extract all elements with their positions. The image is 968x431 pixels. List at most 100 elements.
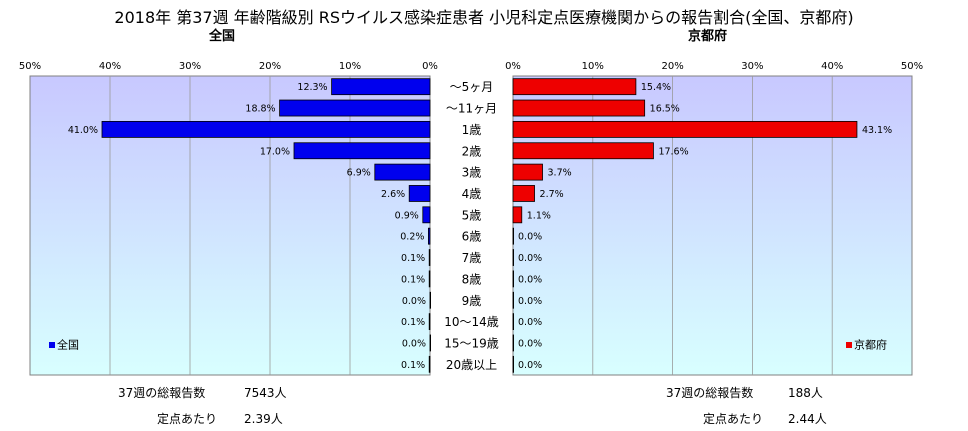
kyoto-bar xyxy=(512,227,515,245)
kyoto-value-label: 17.6% xyxy=(658,146,688,157)
national-bar xyxy=(428,355,431,373)
kyoto-tick-label: 30% xyxy=(741,61,763,72)
national-bar xyxy=(101,120,431,138)
national-value-label: 0.0% xyxy=(402,338,426,349)
kyoto-subtitle: 京都府 xyxy=(688,29,728,44)
category-label: 4歳 xyxy=(462,187,482,201)
national-plot-area xyxy=(29,75,431,376)
national-per-label: 定点あたり xyxy=(157,412,218,426)
kyoto-bar xyxy=(512,142,654,160)
kyoto-value-label: 0.0% xyxy=(518,253,542,264)
kyoto-bar xyxy=(512,78,637,96)
kyoto-total-value: 188人 xyxy=(788,386,823,400)
national-tick-label: 0% xyxy=(422,61,438,72)
national-value-label: 0.9% xyxy=(395,210,419,221)
national-tick-label: 30% xyxy=(179,61,201,72)
national-value-label: 0.0% xyxy=(402,296,426,307)
national-bar xyxy=(331,78,431,96)
kyoto-legend-label: 京都府 xyxy=(854,338,887,352)
category-label: 9歳 xyxy=(462,294,482,308)
kyoto-tick-label: 50% xyxy=(901,61,923,72)
national-legend-swatch xyxy=(49,342,55,348)
kyoto-tick-label: 40% xyxy=(821,61,843,72)
national-total-label: 37週の総報告数 xyxy=(118,386,206,400)
category-label: 5歳 xyxy=(462,208,482,222)
kyoto-value-label: 0.0% xyxy=(518,296,542,307)
chart-title: 2018年 第37週 年齢階級別 RSウイルス感染症患者 小児科定点医療機関から… xyxy=(114,8,854,27)
national-bar xyxy=(428,249,431,266)
category-label: ～11ヶ月 xyxy=(446,102,497,116)
kyoto-value-label: 0.0% xyxy=(518,232,542,243)
national-value-label: 17.0% xyxy=(260,146,290,157)
national-per-value: 2.39人 xyxy=(244,412,283,426)
national-value-label: 41.0% xyxy=(68,125,98,136)
kyoto-bar xyxy=(512,99,646,117)
kyoto-bar xyxy=(512,313,515,331)
kyoto-value-label: 0.0% xyxy=(518,360,542,371)
national-tick-label: 10% xyxy=(339,61,361,72)
kyoto-value-label: 43.1% xyxy=(862,125,892,136)
national-bar xyxy=(279,99,431,117)
category-label: 20歳以上 xyxy=(446,358,497,372)
national-value-label: 12.3% xyxy=(297,82,327,93)
national-total-value: 7543人 xyxy=(244,386,287,400)
national-bar xyxy=(427,227,431,245)
kyoto-bar xyxy=(512,206,523,224)
kyoto-value-label: 0.0% xyxy=(518,317,542,328)
national-value-label: 0.1% xyxy=(401,274,425,285)
kyoto-per-label: 定点あたり xyxy=(703,412,764,426)
national-bar xyxy=(428,270,431,288)
kyoto-tick-label: 20% xyxy=(661,61,683,72)
national-value-label: 0.1% xyxy=(401,360,425,371)
category-label: 15～19歳 xyxy=(444,336,499,350)
category-label: 2歳 xyxy=(462,144,482,158)
national-tick-label: 40% xyxy=(99,61,121,72)
national-value-label: 6.9% xyxy=(347,168,371,179)
kyoto-total-label: 37週の総報告数 xyxy=(666,386,754,400)
kyoto-value-label: 15.4% xyxy=(641,82,671,93)
category-label: 8歳 xyxy=(462,272,482,286)
national-legend-label: 全国 xyxy=(57,338,79,352)
category-label: 1歳 xyxy=(462,123,482,137)
national-value-label: 0.2% xyxy=(400,232,424,243)
kyoto-bar xyxy=(512,270,515,288)
kyoto-plot-area xyxy=(512,75,913,376)
category-label: 7歳 xyxy=(462,251,482,265)
kyoto-legend-swatch xyxy=(846,342,852,348)
kyoto-bar xyxy=(512,185,535,202)
kyoto-bar xyxy=(512,249,515,266)
kyoto-tick-label: 10% xyxy=(582,61,604,72)
national-value-label: 0.1% xyxy=(401,317,425,328)
national-bar xyxy=(408,185,431,202)
national-bar xyxy=(374,163,431,181)
kyoto-bar xyxy=(512,120,858,138)
kyoto-value-label: 1.1% xyxy=(527,210,551,221)
national-bar xyxy=(428,313,431,331)
national-bar xyxy=(293,142,431,160)
category-label: 10～14歳 xyxy=(444,315,499,329)
kyoto-per-value: 2.44人 xyxy=(788,412,827,426)
category-label: 6歳 xyxy=(462,230,482,244)
national-value-label: 0.1% xyxy=(401,253,425,264)
kyoto-value-label: 2.7% xyxy=(540,189,564,200)
national-tick-label: 50% xyxy=(19,61,41,72)
kyoto-bar xyxy=(512,163,543,181)
national-bar xyxy=(422,206,431,224)
national-value-label: 2.6% xyxy=(381,189,405,200)
national-bar xyxy=(429,291,432,309)
kyoto-tick-label: 0% xyxy=(505,61,521,72)
kyoto-value-label: 16.5% xyxy=(650,104,680,115)
national-subtitle: 全国 xyxy=(209,29,236,44)
kyoto-bar xyxy=(512,291,515,309)
kyoto-bar xyxy=(512,355,515,373)
category-label: ～5ヶ月 xyxy=(450,80,494,94)
kyoto-value-label: 0.0% xyxy=(518,274,542,285)
kyoto-bar xyxy=(512,334,515,352)
national-value-label: 18.8% xyxy=(245,104,275,115)
national-tick-label: 20% xyxy=(259,61,281,72)
national-bar xyxy=(429,334,432,352)
kyoto-value-label: 3.7% xyxy=(548,168,572,179)
kyoto-value-label: 0.0% xyxy=(518,338,542,349)
category-label: 3歳 xyxy=(462,166,482,180)
